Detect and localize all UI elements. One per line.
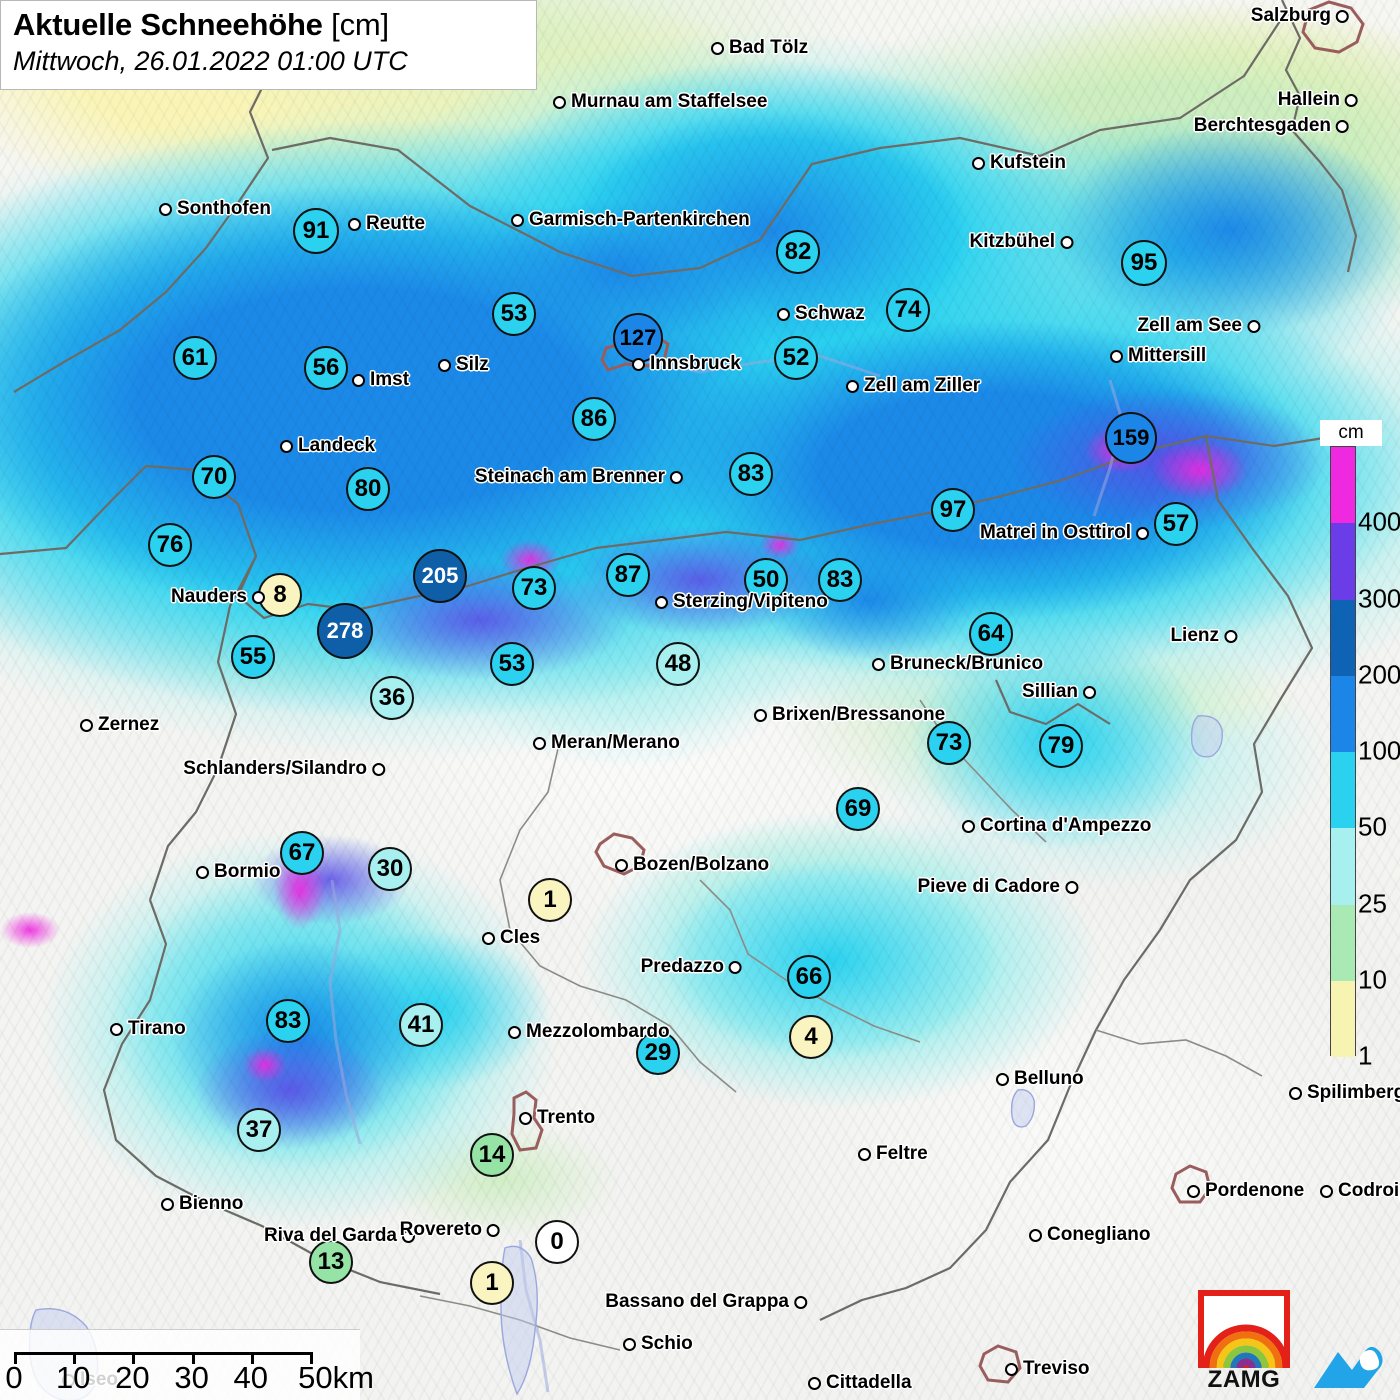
station-marker[interactable]: 127 <box>613 313 663 363</box>
station-marker[interactable]: 57 <box>1154 502 1198 546</box>
scale-tick <box>310 1352 313 1364</box>
station-marker[interactable]: 4 <box>789 1015 833 1059</box>
station-marker[interactable]: 205 <box>413 549 467 603</box>
colorbar-band-10-25 <box>1331 904 1355 981</box>
station-marker[interactable]: 37 <box>237 1108 281 1152</box>
zamg-logo: ZAMG <box>1198 1290 1290 1394</box>
station-marker[interactable]: 53 <box>490 642 534 686</box>
station-marker[interactable]: 14 <box>470 1133 514 1177</box>
colorbar-tick-1: 1 <box>1358 1040 1373 1071</box>
scale-label: 10 <box>55 1360 91 1395</box>
station-marker[interactable]: 52 <box>774 336 818 380</box>
scale-bar: 0 10 20 30 40 50km <box>0 1329 374 1400</box>
station-marker[interactable]: 159 <box>1105 412 1157 464</box>
station-marker[interactable]: 41 <box>399 1003 443 1047</box>
station-marker[interactable]: 29 <box>636 1031 680 1075</box>
station-marker[interactable]: 86 <box>572 397 616 441</box>
station-marker[interactable]: 0 <box>535 1220 579 1264</box>
colorbar-tick-200: 200 <box>1358 659 1400 690</box>
station-marker[interactable]: 76 <box>148 523 192 567</box>
station-marker[interactable]: 87 <box>606 553 650 597</box>
station-marker[interactable]: 69 <box>836 787 880 831</box>
station-marker[interactable]: 61 <box>173 336 217 380</box>
station-marker[interactable]: 8 <box>258 573 302 617</box>
station-marker[interactable]: 97 <box>931 488 975 532</box>
colorbar-gradient-strip <box>1330 446 1356 1057</box>
zamg-wordmark: ZAMG <box>1207 1366 1281 1393</box>
scale-tick <box>14 1352 17 1364</box>
station-marker[interactable]: 82 <box>776 230 820 274</box>
station-marker[interactable]: 74 <box>886 288 930 332</box>
colorbar-unit-label: cm <box>1320 420 1382 446</box>
snow-depth-colorbar: cm 400 300 200 100 50 25 10 1 <box>1320 420 1400 1071</box>
logos: ZAMG <box>1198 1290 1386 1394</box>
station-marker[interactable]: 53 <box>492 292 536 336</box>
station-marker[interactable]: 66 <box>787 955 831 999</box>
scale-tick <box>250 1352 254 1364</box>
station-marker[interactable]: 73 <box>927 721 971 765</box>
colorbar-band-100-200 <box>1331 675 1355 752</box>
colorbar-tick-100: 100 <box>1358 735 1400 766</box>
station-marker[interactable]: 91 <box>293 208 339 254</box>
scale-label: 30 <box>174 1360 209 1395</box>
station-marker[interactable]: 67 <box>280 831 324 875</box>
title-unit: [cm] <box>331 7 389 42</box>
station-marker[interactable]: 95 <box>1121 240 1167 286</box>
station-marker[interactable]: 64 <box>969 612 1013 656</box>
scale-tick <box>191 1352 195 1364</box>
rainbow-logo-icon <box>1198 1290 1290 1369</box>
colorbar-band-200-300 <box>1331 599 1355 676</box>
colorbar-band-400+ <box>1331 447 1355 524</box>
station-marker[interactable]: 1 <box>470 1261 514 1305</box>
scale-label: 0 <box>5 1360 23 1395</box>
colorbar-band-50-100 <box>1331 752 1355 829</box>
station-marker[interactable]: 83 <box>818 558 862 602</box>
colorbar-tick-400: 400 <box>1358 506 1400 537</box>
station-marker[interactable]: 80 <box>346 467 390 511</box>
station-marker[interactable]: 55 <box>231 635 275 679</box>
station-marker[interactable]: 70 <box>192 455 236 499</box>
colorbar-band-300-400 <box>1331 523 1355 600</box>
station-marker[interactable]: 50 <box>744 558 788 602</box>
scale-tick <box>73 1352 77 1364</box>
station-marker[interactable]: 30 <box>368 847 412 891</box>
station-marker[interactable]: 13 <box>309 1240 353 1284</box>
colorbar-body: 400 300 200 100 50 25 10 1 <box>1320 446 1400 1071</box>
scale-label: 40 <box>233 1360 269 1395</box>
map-title-box: Aktuelle Schneehöhe [cm] Mittwoch, 26.01… <box>0 0 537 90</box>
colorbar-tick-10: 10 <box>1358 964 1387 995</box>
station-marker[interactable]: 56 <box>304 346 348 390</box>
colorbar-tick-25: 25 <box>1358 888 1387 918</box>
colorbar-band-25-50 <box>1331 828 1355 905</box>
station-marker[interactable]: 73 <box>512 566 556 610</box>
station-marker[interactable]: 48 <box>656 642 700 686</box>
station-marker[interactable]: 278 <box>317 603 373 659</box>
colorbar-tick-300: 300 <box>1358 583 1400 613</box>
scale-bar-line <box>14 1352 310 1365</box>
station-marker[interactable]: 83 <box>729 452 773 496</box>
station-marker[interactable]: 83 <box>266 999 310 1043</box>
mountain-cloud-icon <box>1308 1332 1386 1394</box>
title-text: Aktuelle Schneehöhe <box>13 7 323 42</box>
station-marker[interactable]: 79 <box>1039 724 1083 768</box>
station-marker[interactable]: 36 <box>370 676 414 720</box>
scale-label: 50km <box>298 1360 374 1395</box>
colorbar-tick-50: 50 <box>1358 811 1387 842</box>
map-timestamp: Mittwoch, 26.01.2022 01:00 UTC <box>13 46 408 76</box>
scale-label: 20 <box>115 1360 150 1395</box>
page-title: Aktuelle Schneehöhe [cm] <box>13 7 522 43</box>
scale-tick <box>132 1352 136 1364</box>
colorbar-band-1-10 <box>1331 980 1355 1057</box>
station-marker[interactable]: 1 <box>528 878 572 922</box>
